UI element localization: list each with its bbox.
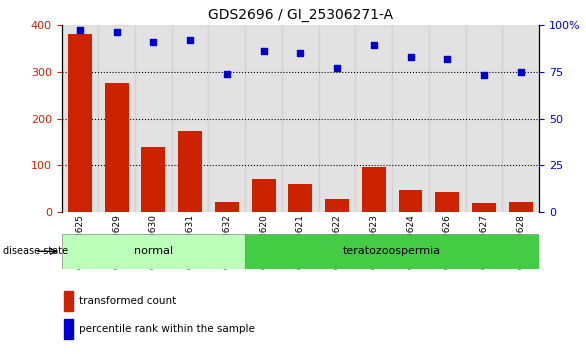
Point: [259, 48, 268, 54]
Bar: [68, 34, 92, 212]
Bar: [215, 202, 239, 212]
Bar: [62, 234, 245, 269]
Bar: [172, 25, 209, 212]
Bar: [105, 84, 128, 212]
Bar: [98, 25, 135, 212]
Bar: [64, 291, 73, 310]
Point: [479, 73, 489, 78]
Bar: [64, 319, 73, 339]
Bar: [319, 25, 356, 212]
Text: transformed count: transformed count: [79, 296, 176, 306]
Point: [185, 37, 195, 42]
Bar: [398, 190, 423, 212]
Point: [296, 50, 305, 56]
Text: disease state: disease state: [3, 246, 68, 256]
Bar: [141, 147, 165, 212]
Point: [442, 56, 452, 61]
Bar: [356, 25, 392, 212]
Bar: [62, 25, 98, 212]
Point: [75, 28, 84, 33]
Title: GDS2696 / GI_25306271-A: GDS2696 / GI_25306271-A: [208, 8, 393, 22]
Bar: [502, 25, 539, 212]
Point: [112, 29, 121, 35]
Bar: [362, 167, 386, 212]
Bar: [472, 203, 496, 212]
Bar: [429, 25, 466, 212]
Bar: [245, 25, 282, 212]
Bar: [245, 234, 539, 269]
Bar: [288, 184, 312, 212]
Bar: [251, 179, 275, 212]
Point: [406, 54, 415, 59]
Point: [222, 71, 231, 76]
Bar: [509, 202, 533, 212]
Point: [149, 39, 158, 45]
Bar: [209, 25, 245, 212]
Text: percentile rank within the sample: percentile rank within the sample: [79, 324, 254, 334]
Bar: [135, 25, 172, 212]
Bar: [466, 25, 502, 212]
Point: [332, 65, 342, 71]
Bar: [178, 131, 202, 212]
Bar: [282, 25, 319, 212]
Point: [516, 69, 526, 74]
Bar: [392, 25, 429, 212]
Bar: [325, 199, 349, 212]
Text: normal: normal: [134, 246, 173, 256]
Point: [369, 42, 379, 48]
Bar: [435, 192, 459, 212]
Text: teratozoospermia: teratozoospermia: [343, 246, 441, 256]
